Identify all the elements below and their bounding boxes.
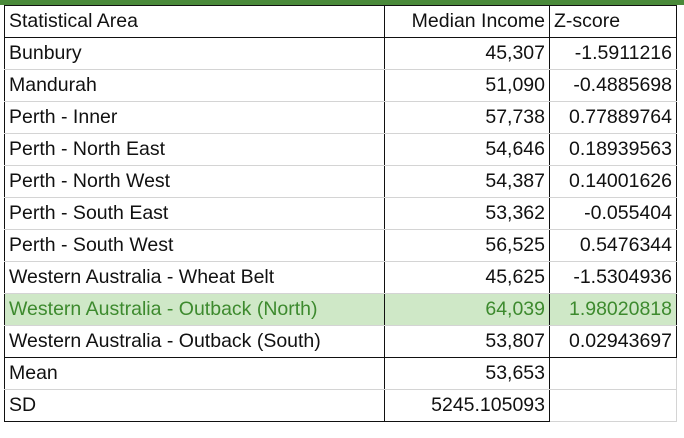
cell-income[interactable]: 45,625 bbox=[384, 261, 550, 294]
income-table: Statistical Area Median Income Z-score B… bbox=[4, 5, 677, 422]
cell-z[interactable]: 0.5476344 bbox=[549, 229, 677, 262]
cell-income[interactable]: 64,039 bbox=[384, 293, 550, 326]
cell-area[interactable]: Perth - Inner bbox=[4, 101, 385, 134]
summary-row-sd: SD 5245.105093 bbox=[4, 389, 677, 422]
table-row: Perth - Inner 57,738 0.77889764 bbox=[4, 101, 677, 134]
cell-income[interactable]: 53,807 bbox=[384, 325, 550, 358]
cell-area[interactable]: Western Australia - Outback (South) bbox=[4, 325, 385, 358]
cell-z[interactable]: 0.77889764 bbox=[549, 101, 677, 134]
mean-value[interactable]: 53,653 bbox=[384, 357, 550, 390]
cell-income[interactable]: 57,738 bbox=[384, 101, 550, 134]
cell-area[interactable]: Perth - North West bbox=[4, 165, 385, 198]
cell-area[interactable]: Perth - North East bbox=[4, 133, 385, 166]
table-row: Western Australia - Wheat Belt 45,625 -1… bbox=[4, 261, 677, 294]
header-cell-income[interactable]: Median Income bbox=[384, 5, 550, 38]
header-cell-z[interactable]: Z-score bbox=[549, 5, 677, 38]
sd-label[interactable]: SD bbox=[4, 389, 385, 422]
empty-cell[interactable] bbox=[549, 389, 677, 422]
cell-z[interactable]: 0.18939563 bbox=[549, 133, 677, 166]
cell-area[interactable]: Perth - South West bbox=[4, 229, 385, 262]
cell-z[interactable]: -1.5304936 bbox=[549, 261, 677, 294]
table-row: Perth - South East 53,362 -0.055404 bbox=[4, 197, 677, 230]
table-row: Western Australia - Outback (South) 53,8… bbox=[4, 325, 677, 358]
table-row: Perth - North East 54,646 0.18939563 bbox=[4, 133, 677, 166]
cell-area[interactable]: Western Australia - Outback (North) bbox=[4, 293, 385, 326]
cell-income[interactable]: 54,646 bbox=[384, 133, 550, 166]
cell-z[interactable]: 0.14001626 bbox=[549, 165, 677, 198]
cell-area[interactable]: Mandurah bbox=[4, 69, 385, 102]
table-row-highlighted: Western Australia - Outback (North) 64,0… bbox=[4, 293, 677, 326]
table-row: Bunbury 45,307 -1.5911216 bbox=[4, 37, 677, 70]
header-cell-area[interactable]: Statistical Area bbox=[4, 5, 385, 38]
cell-z[interactable]: -0.055404 bbox=[549, 197, 677, 230]
empty-cell[interactable] bbox=[549, 357, 677, 390]
cell-area[interactable]: Perth - South East bbox=[4, 197, 385, 230]
cell-income[interactable]: 56,525 bbox=[384, 229, 550, 262]
cell-income[interactable]: 53,362 bbox=[384, 197, 550, 230]
cell-z[interactable]: 1.98020818 bbox=[549, 293, 677, 326]
cell-income[interactable]: 45,307 bbox=[384, 37, 550, 70]
cell-income[interactable]: 51,090 bbox=[384, 69, 550, 102]
summary-row-mean: Mean 53,653 bbox=[4, 357, 677, 390]
table-row: Perth - South West 56,525 0.5476344 bbox=[4, 229, 677, 262]
cell-area[interactable]: Western Australia - Wheat Belt bbox=[4, 261, 385, 294]
cell-area[interactable]: Bunbury bbox=[4, 37, 385, 70]
sheet-top-band bbox=[0, 0, 684, 5]
mean-label[interactable]: Mean bbox=[4, 357, 385, 390]
sd-value[interactable]: 5245.105093 bbox=[384, 389, 550, 422]
cell-z[interactable]: 0.02943697 bbox=[549, 325, 677, 358]
table-row: Mandurah 51,090 -0.4885698 bbox=[4, 69, 677, 102]
cell-z[interactable]: -0.4885698 bbox=[549, 69, 677, 102]
header-row: Statistical Area Median Income Z-score bbox=[4, 5, 677, 38]
cell-z[interactable]: -1.5911216 bbox=[549, 37, 677, 70]
cell-income[interactable]: 54,387 bbox=[384, 165, 550, 198]
table-row: Perth - North West 54,387 0.14001626 bbox=[4, 165, 677, 198]
